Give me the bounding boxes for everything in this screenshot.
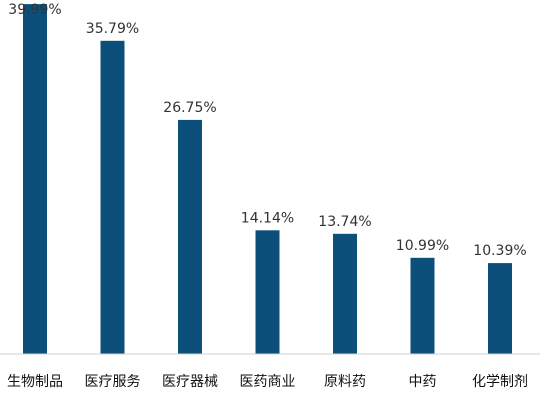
category-label-7: 化学制剂 <box>472 374 528 390</box>
bar-value-label-4: 14.14% <box>241 210 294 226</box>
bar-5 <box>333 233 357 354</box>
bar-value-label-7: 10.39% <box>473 243 526 259</box>
bar-value-label-1: 39.99% <box>8 2 61 18</box>
category-label-1: 生物制品 <box>7 374 63 390</box>
category-label-3: 医疗器械 <box>162 374 218 390</box>
bar-4 <box>255 230 280 354</box>
category-label-2: 医疗服务 <box>85 374 141 390</box>
bar-1 <box>23 4 47 354</box>
bar-value-label-6: 10.99% <box>396 238 449 254</box>
bar-value-label-3: 26.75% <box>163 100 216 116</box>
bars-layer <box>23 4 512 355</box>
bar-3 <box>178 119 202 355</box>
category-label-5: 原料药 <box>324 374 366 390</box>
category-labels-layer: 生物制品 医疗服务 医疗器械 医药商业 原料药 中药 化学制剂 <box>7 374 528 390</box>
bar-2 <box>100 40 125 355</box>
bar-value-label-5: 13.74% <box>318 214 371 230</box>
bar-7 <box>488 263 512 354</box>
category-label-6: 中药 <box>409 374 437 390</box>
value-labels-layer: 39.99% 35.79% 26.75% 14.14% 13.74% 10.99% 10.3… <box>8 2 526 259</box>
bar-value-label-2: 35.79% <box>86 21 139 37</box>
bar-6 <box>410 257 435 354</box>
category-label-4: 医药商业 <box>240 374 296 390</box>
